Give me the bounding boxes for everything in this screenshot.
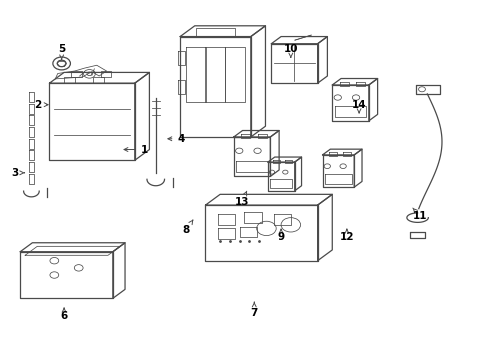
- Text: 7: 7: [250, 302, 257, 318]
- Text: 13: 13: [234, 191, 249, 207]
- Text: 3: 3: [12, 168, 24, 178]
- Text: 5: 5: [58, 44, 65, 60]
- Text: 9: 9: [277, 229, 284, 242]
- Text: 2: 2: [34, 100, 48, 110]
- Text: 14: 14: [351, 100, 366, 113]
- Text: 4: 4: [167, 134, 184, 144]
- Text: 6: 6: [61, 308, 67, 321]
- Text: 12: 12: [339, 229, 353, 242]
- Text: 8: 8: [182, 220, 193, 235]
- Text: 1: 1: [124, 144, 148, 154]
- Text: 11: 11: [412, 208, 427, 221]
- Text: 10: 10: [283, 44, 298, 57]
